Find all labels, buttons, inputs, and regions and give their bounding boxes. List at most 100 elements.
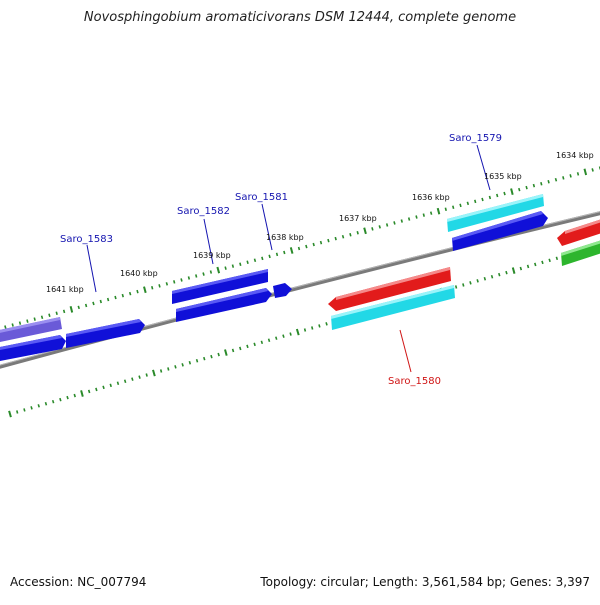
scale-tick [482,198,483,201]
scale-tick [513,268,515,274]
gene-label-saro-1581[interactable]: Saro_1581 [235,192,288,203]
gene-label-saro-1579[interactable]: Saro_1579 [449,133,502,144]
scale-tick [319,324,320,327]
scale-tick [103,386,104,389]
scale-tick [379,225,380,228]
scale-tick [277,253,278,256]
scale-tick [463,283,464,286]
gene-label-saro-1580[interactable]: Saro_1580 [388,376,441,387]
scale-tick [416,216,417,219]
scale-tick [144,287,146,293]
scale-tick [118,382,119,385]
scale-tick [328,239,329,242]
scale-tick [247,345,248,348]
scale-tick [357,231,358,234]
scale-tick [110,384,111,387]
scale-tick [211,271,212,274]
scale-tick [326,322,327,325]
scale-tick [34,318,35,321]
scale-tick [240,263,241,266]
scale-tick [549,259,550,262]
scale-tick [585,169,587,175]
scale-tick [5,326,6,329]
kbp-label-1637: 1637 kbp [339,214,377,223]
scale-tick [520,267,521,270]
scale-tick [49,314,50,317]
scale-tick [42,316,43,319]
kbp-label-1638: 1638 kbp [266,233,304,242]
scale-tick [313,243,314,246]
scale-tick [254,343,255,346]
kbp-label-1634: 1634 kbp [556,151,594,160]
scale-tick [153,370,155,376]
scale-tick [108,298,109,301]
scale-tick [196,274,197,277]
scale-tick [168,367,169,370]
scale-tick [46,402,47,405]
scale-tick [12,324,13,327]
scale-tick [497,194,498,197]
kbp-label-1640: 1640 kbp [120,269,158,278]
scale-tick [53,400,54,403]
scale-tick [556,178,557,181]
scale-tick [204,357,205,360]
scale-tick [592,168,593,171]
scale-tick [484,277,485,280]
scale-tick [297,329,299,335]
scale-tick [335,237,336,240]
scale-tick [467,202,468,205]
scale-tick [556,257,557,260]
scale-tick [312,326,313,329]
leader-saro-1580 [400,330,411,372]
scale-tick [401,220,402,223]
kbp-label-1641: 1641 kbp [46,285,84,294]
scale-tick [218,353,219,356]
scale-tick [284,251,285,254]
scale-tick [96,388,97,391]
scale-tick [159,284,160,287]
scale-tick [563,176,564,179]
scale-tick [431,212,432,215]
scale-tick [38,404,39,407]
scale-tick [290,333,291,336]
scale-tick [423,214,424,217]
gene-saro-1581[interactable] [273,283,292,298]
scale-tick [130,292,131,295]
scale-tick [409,218,410,221]
scale-tick [548,180,549,183]
scale-tick [470,281,471,284]
scale-tick [364,228,366,234]
scale-tick [132,378,133,381]
kbp-label-1639: 1639 kbp [193,251,231,260]
scale-tick [506,271,507,274]
scale-tick [71,306,73,312]
scale-tick [321,241,322,244]
scale-tick [189,276,190,279]
accession-text: Accession: NC_007794 [10,575,146,589]
scale-tick [27,320,28,323]
scale-tick [499,273,500,276]
scale-tick [78,306,79,309]
scale-tick [233,349,234,352]
scale-tick [350,233,351,236]
scale-tick [305,329,306,332]
gene-saro-1583[interactable] [66,319,145,348]
scale-tick [175,365,176,368]
scale-tick [490,196,491,199]
gene-label-saro-1583[interactable]: Saro_1583 [60,234,113,245]
scale-tick [166,282,167,285]
scale-tick [17,410,18,413]
scale-tick [31,406,32,409]
scale-tick [74,394,75,397]
scale-tick [255,259,256,262]
scale-tick [152,286,153,289]
gene-label-saro-1582[interactable]: Saro_1582 [177,206,230,217]
map-title: Novosphingobium aromaticivorans DSM 1244… [0,10,600,25]
kbp-label-1635: 1635 kbp [484,172,522,181]
scale-tick [477,279,478,282]
genome-summary-text: Topology: circular; Length: 3,561,584 bp… [260,575,590,589]
scale-tick [197,359,198,362]
kbp-label-1636: 1636 kbp [412,193,450,202]
scale-tick [542,261,543,264]
